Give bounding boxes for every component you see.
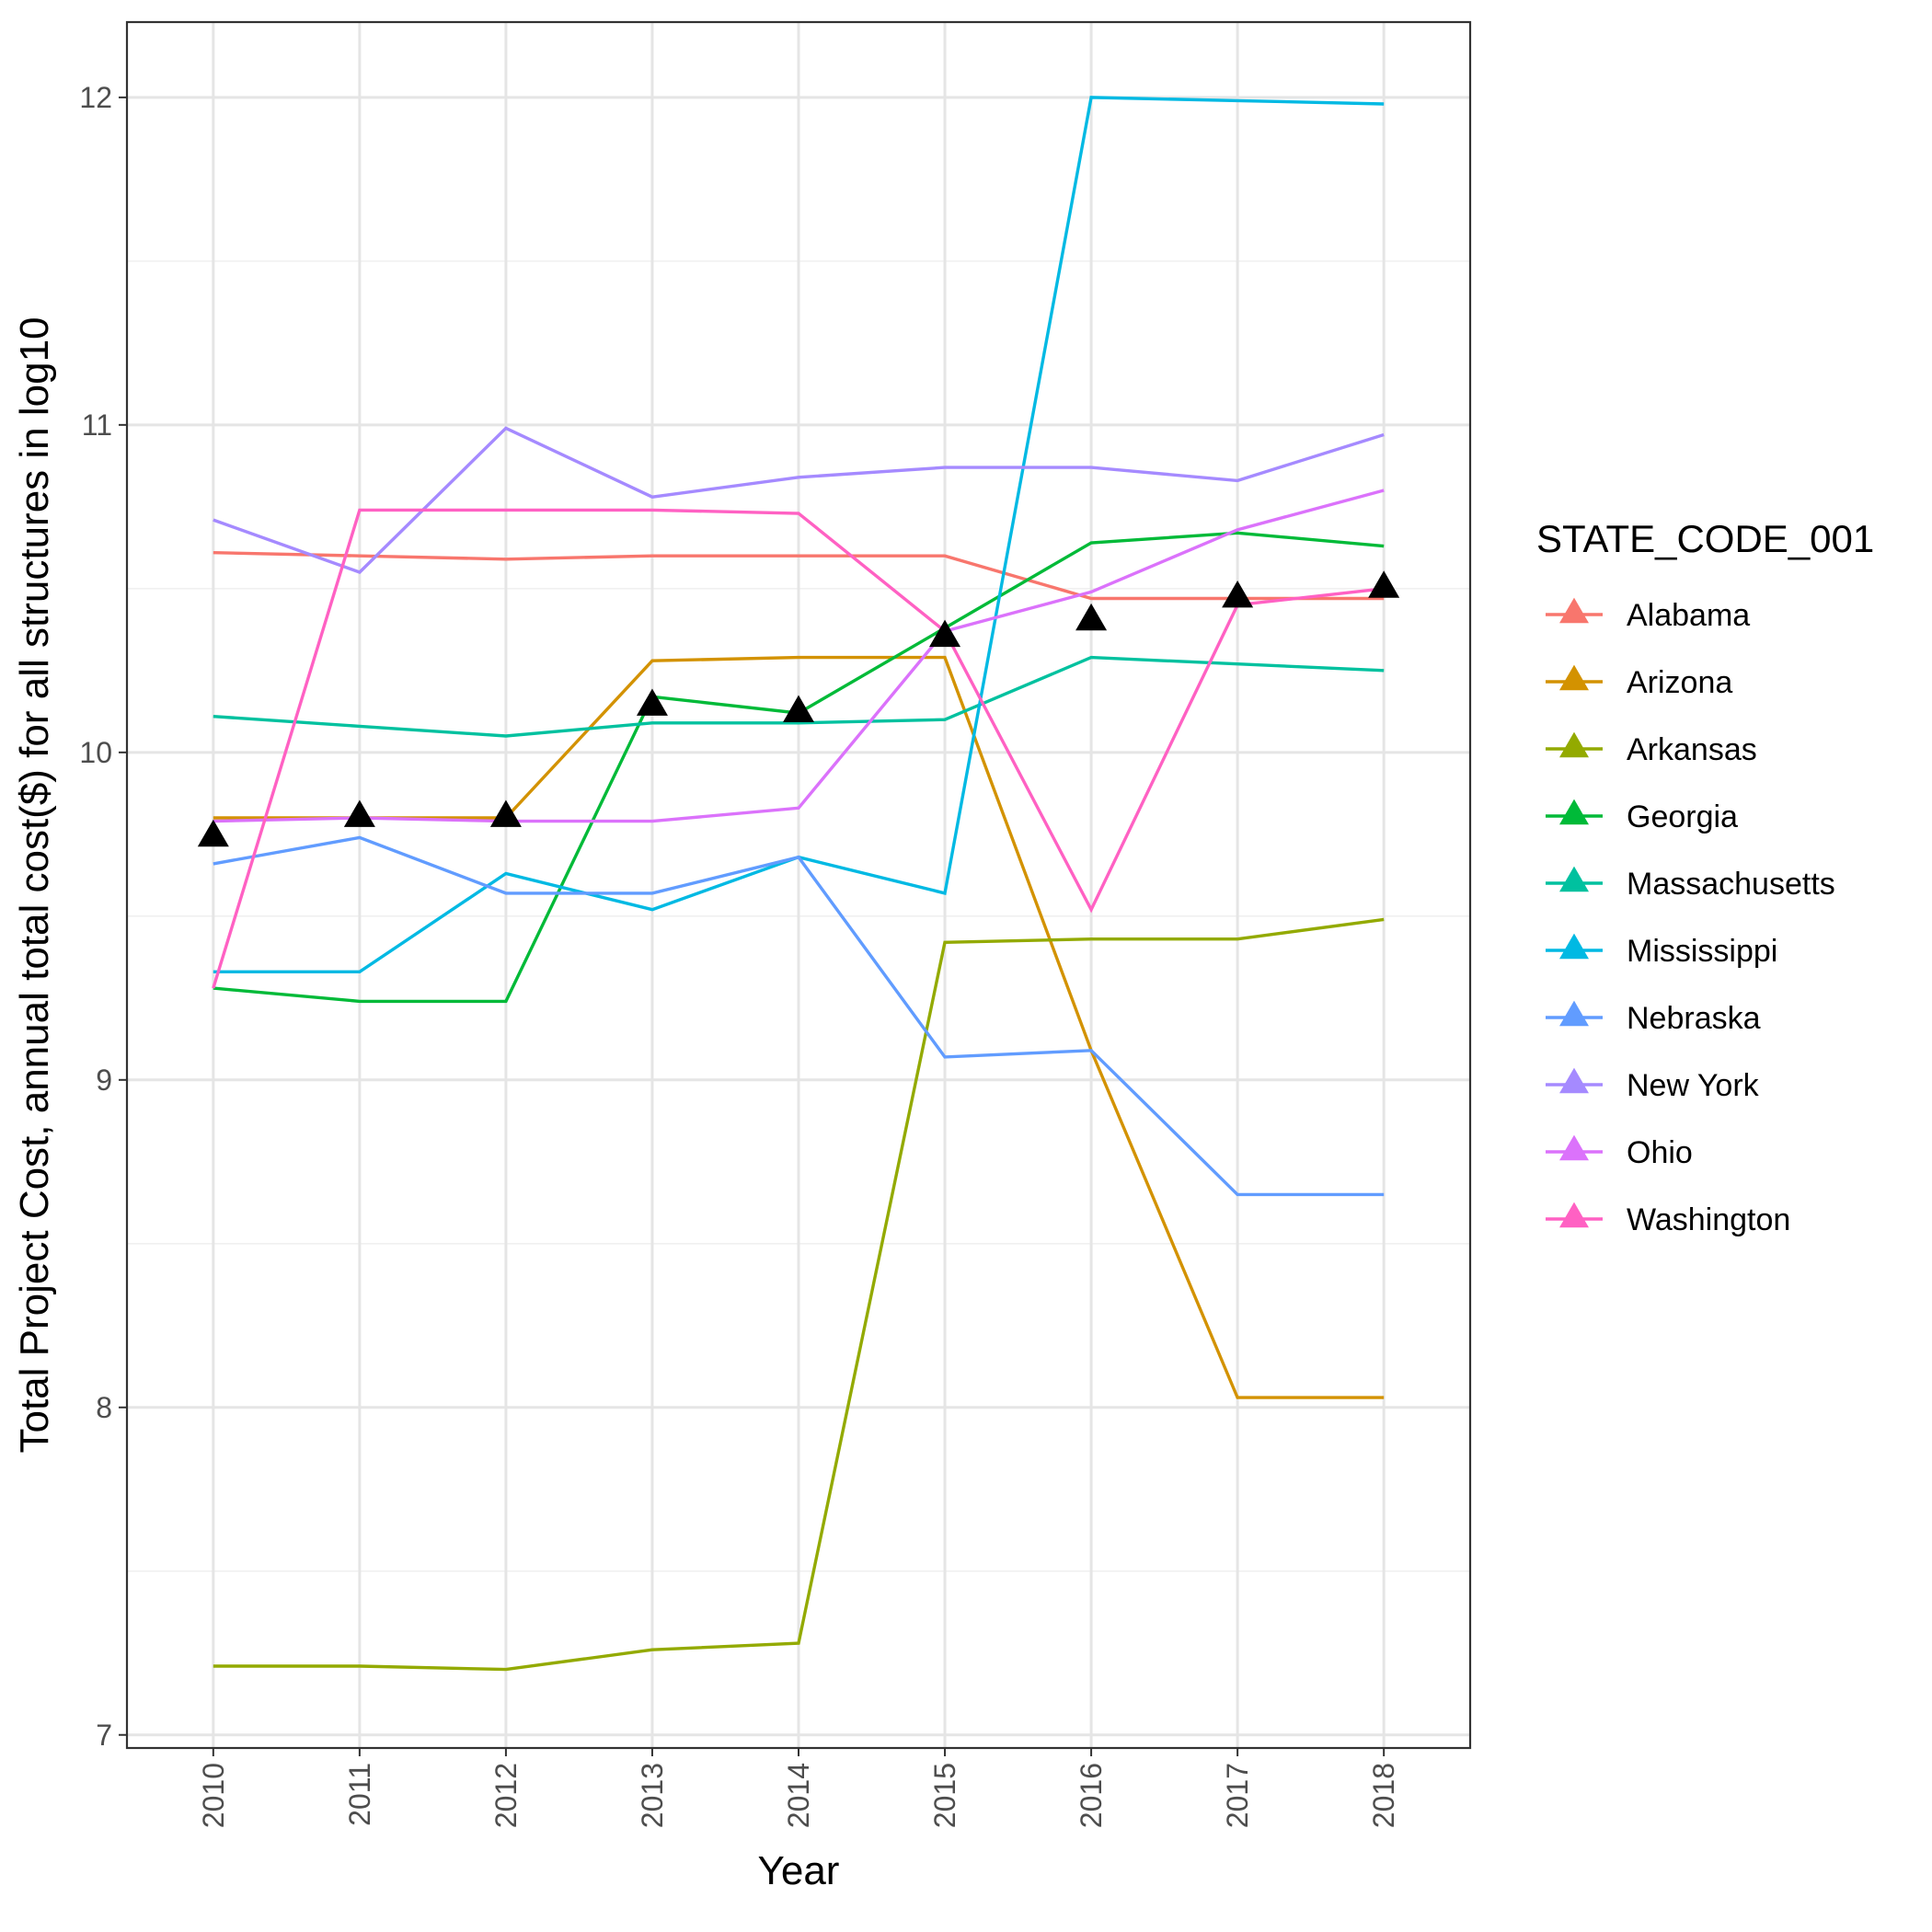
legend-key-triangle-massachusetts	[1559, 866, 1589, 892]
series-line-alabama	[213, 551, 1385, 601]
y-tick-label: 8	[96, 1391, 112, 1424]
x-tick-label: 2014	[782, 1763, 815, 1828]
mean-markers	[197, 570, 1400, 847]
y-tick-label: 9	[96, 1064, 112, 1097]
mean-marker-triangle	[197, 819, 229, 847]
series-line-massachusetts	[213, 655, 1385, 738]
legend-key-triangle-georgia	[1559, 799, 1589, 825]
mean-marker-triangle	[1075, 603, 1108, 631]
legend-label-massachusetts: Massachusetts	[1627, 867, 1835, 902]
mean-marker-triangle	[1368, 570, 1400, 598]
y-tick-label: 10	[79, 736, 112, 769]
legend-label-alabama: Alabama	[1627, 598, 1750, 633]
legend-label-mississippi: Mississippi	[1627, 934, 1777, 969]
y-tick-label: 7	[96, 1719, 112, 1752]
legend-key-triangle-ohio	[1559, 1134, 1589, 1161]
x-axis-title: Year	[758, 1848, 840, 1893]
series-line-nebraska	[213, 835, 1385, 1197]
axes: 7 8 9 10 11 12 2010 2011 2012 2013 2014 2015 2016 201…	[79, 81, 1400, 1828]
legend-key-triangle-mississippi	[1559, 933, 1589, 960]
legend-label-nebraska: Nebraska	[1627, 1001, 1761, 1036]
legend-key-triangle-nebraska	[1559, 1000, 1589, 1027]
x-tick-label: 2013	[636, 1763, 669, 1828]
legend-label-arizona: Arizona	[1627, 665, 1732, 700]
mean-marker-triangle	[1222, 580, 1254, 608]
series-line-new-york	[213, 426, 1385, 574]
series-line-arkansas	[213, 917, 1385, 1672]
x-tick-label: 2012	[489, 1763, 523, 1828]
legend-key-triangle-arizona	[1559, 664, 1589, 691]
y-tick-label: 11	[82, 408, 112, 442]
legend-key-triangle-arkansas	[1559, 731, 1589, 758]
x-tick-label: 2011	[343, 1763, 376, 1826]
legend-label-new-york: New York	[1627, 1068, 1760, 1103]
x-tick-label: 2016	[1075, 1763, 1108, 1828]
series-line-ohio	[213, 489, 1385, 823]
x-tick-label: 2017	[1221, 1763, 1254, 1828]
mean-marker-triangle	[343, 799, 375, 827]
x-tick-label: 2010	[197, 1763, 230, 1828]
grid	[127, 22, 1470, 1748]
legend-key-triangle-alabama	[1559, 597, 1589, 624]
legend-label-washington: Washington	[1627, 1202, 1790, 1237]
legend-key-triangle-new-york	[1559, 1067, 1589, 1094]
mean-marker-triangle	[489, 799, 522, 827]
y-tick-label: 12	[79, 81, 112, 114]
legend-label-georgia: Georgia	[1627, 799, 1738, 834]
x-tick-label: 2018	[1367, 1763, 1400, 1828]
legend-key-triangle-washington	[1559, 1202, 1589, 1228]
mean-marker-triangle	[636, 688, 668, 716]
mean-marker-triangle	[929, 619, 961, 648]
legend-title: STATE_CODE_001	[1536, 517, 1874, 560]
y-axis-title: Total Project Cost, annual total cost($)…	[12, 316, 57, 1453]
legend-label-ohio: Ohio	[1627, 1135, 1693, 1170]
mean-marker-triangle	[783, 695, 814, 722]
legend: STATE_CODE_001 Alabama Arizona Arkansas Geo…	[1536, 517, 1874, 1237]
legend-label-arkansas: Arkansas	[1627, 732, 1757, 767]
x-tick-label: 2015	[928, 1763, 961, 1828]
series-line-washington	[212, 508, 1385, 989]
